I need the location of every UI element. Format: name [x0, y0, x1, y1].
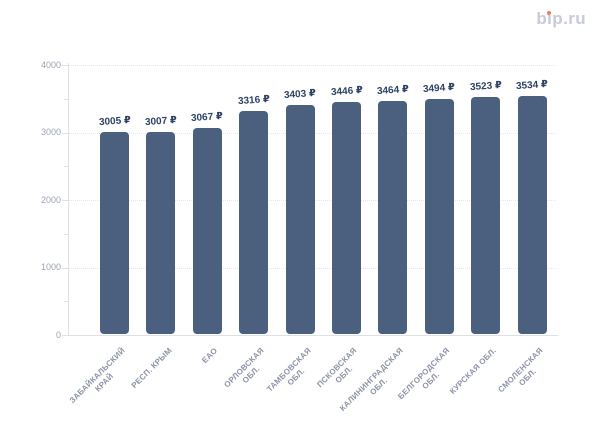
bip-logo: bip.ru — [536, 9, 586, 29]
y-axis-minor-tick — [64, 98, 68, 100]
y-axis-major-tick — [62, 132, 68, 134]
y-axis-minor-tick — [64, 166, 68, 168]
gridline — [68, 65, 556, 66]
bar[interactable] — [332, 102, 361, 334]
x-tick-label: ОРЛОВСКАЯ ОБЛ. — [222, 346, 267, 390]
x-tick-label: РЕСП. КРЫМ — [129, 346, 174, 391]
bar[interactable] — [192, 127, 222, 334]
y-axis-minor-tick — [64, 233, 68, 235]
bip-logo-i-dot — [547, 11, 552, 16]
bar[interactable] — [378, 101, 408, 334]
x-axis — [68, 335, 558, 336]
y-axis — [68, 63, 69, 335]
y-tick-label: 1000 — [40, 262, 61, 272]
bar[interactable] — [239, 111, 269, 334]
y-axis-major-tick — [62, 65, 68, 66]
x-tick-label: ТАМБОВСКАЯ ОБЛ. — [264, 346, 313, 394]
bar[interactable] — [100, 132, 129, 334]
y-axis-major-tick — [62, 267, 68, 269]
bar-value-label: 3067 ₽ — [190, 110, 224, 125]
bar[interactable] — [146, 132, 176, 334]
y-tick-label: 0 — [55, 329, 61, 340]
y-axis-major-tick — [62, 335, 68, 336]
y-axis-minor-tick — [64, 301, 68, 303]
bar[interactable] — [285, 105, 315, 334]
bar[interactable] — [471, 97, 501, 334]
bar[interactable] — [424, 99, 454, 334]
bar[interactable] — [517, 96, 547, 334]
x-tick-label: ЕАО — [200, 346, 220, 365]
y-axis-major-tick — [62, 200, 68, 201]
x-tick-label: КУРСКАЯ ОБЛ. — [448, 346, 499, 396]
y-tick-label: 3000 — [40, 127, 61, 137]
y-tick-label: 4000 — [40, 59, 61, 70]
y-tick-label: 2000 — [40, 194, 61, 205]
x-tick-label: СМОЛЕНСКАЯ ОБЛ. — [496, 346, 545, 395]
x-tick-label: ЗАБАЙКАЛЬСКИЙ КРАЙ — [67, 346, 127, 406]
